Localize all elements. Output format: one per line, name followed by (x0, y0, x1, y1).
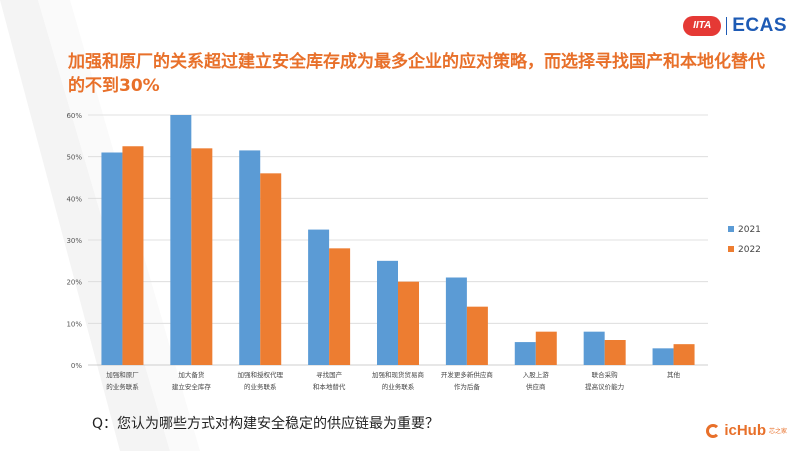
bar-2022-6 (466, 306, 488, 365)
iita-logo: IITA (683, 16, 722, 36)
bar-2021-6 (445, 277, 467, 365)
x-tick-label: 其他 (667, 370, 681, 379)
bar-2022-1 (122, 146, 144, 365)
x-tick-label: 作为后备 (454, 382, 481, 391)
x-tick-label: 联合采购 (592, 370, 619, 379)
x-tick-label: 和本地替代 (313, 382, 346, 391)
x-tick-label: 加强和原厂 (106, 370, 139, 379)
legend-label-2021: 2021 (738, 225, 761, 235)
x-tick-label: 供应商 (526, 382, 546, 391)
bar-2022-4 (329, 248, 351, 365)
x-tick-label: 的业务联系 (244, 382, 277, 391)
bar-2022-8 (604, 340, 626, 365)
y-tick-label: 50% (66, 154, 82, 162)
x-tick-label: 寻找国产 (316, 370, 343, 379)
bar-2022-7 (535, 331, 557, 365)
slide-title: 加强和原厂的关系超过建立安全库存成为最多企业的应对策略，而选择寻找国产和本地化替… (68, 52, 765, 96)
bar-2021-2 (170, 115, 192, 365)
ichub-logo-sub: 芯之家 (768, 428, 787, 435)
y-tick-label: 20% (66, 279, 82, 287)
bar-2021-8 (583, 331, 605, 365)
x-tick-label: 的业务联系 (382, 382, 415, 391)
ichub-logo-text: icHub (724, 422, 766, 439)
x-tick-label: 加强和授权代理 (237, 370, 283, 379)
footer-logo: icHub 芯之家 (706, 422, 787, 439)
y-tick-label: 40% (66, 195, 82, 203)
x-tick-label: 建立安全库存 (172, 382, 212, 391)
x-tick-label: 提高议价能力 (585, 382, 624, 391)
bar-2022-5 (398, 281, 419, 365)
bar-2021-7 (514, 342, 536, 365)
legend-swatch-2021 (728, 226, 734, 232)
bar-2021-9 (652, 348, 674, 365)
y-tick-label: 30% (66, 237, 82, 245)
legend-label-2022: 2022 (738, 245, 761, 255)
x-tick-label: 加大备货 (178, 370, 205, 379)
y-tick-label: 0% (71, 362, 82, 370)
y-tick-label: 60% (66, 112, 82, 120)
x-tick-label: 入股上游 (523, 370, 550, 379)
bar-2022-9 (673, 344, 695, 365)
ecas-logo: ECAS (732, 15, 787, 36)
legend-swatch-2022 (728, 246, 734, 252)
bar-2022-2 (191, 148, 213, 365)
bar-2022-3 (260, 173, 282, 365)
bar-2021-3 (239, 150, 261, 365)
logo-divider (726, 17, 728, 35)
bar-2021-5 (377, 260, 398, 365)
x-tick-label: 开发更多新供应商 (441, 370, 494, 379)
survey-question: Q：您认为哪些方式对构建安全稳定的供应链最为重要？ (92, 416, 440, 432)
bar-2021-1 (101, 152, 123, 365)
x-tick-label: 加强和现货贸易商 (372, 370, 425, 379)
header-logo: IITA ECAS (683, 14, 787, 38)
ichub-icon (706, 423, 721, 438)
y-tick-label: 10% (66, 320, 82, 328)
bar-2021-4 (308, 229, 330, 365)
x-tick-label: 的业务联系 (106, 382, 139, 391)
